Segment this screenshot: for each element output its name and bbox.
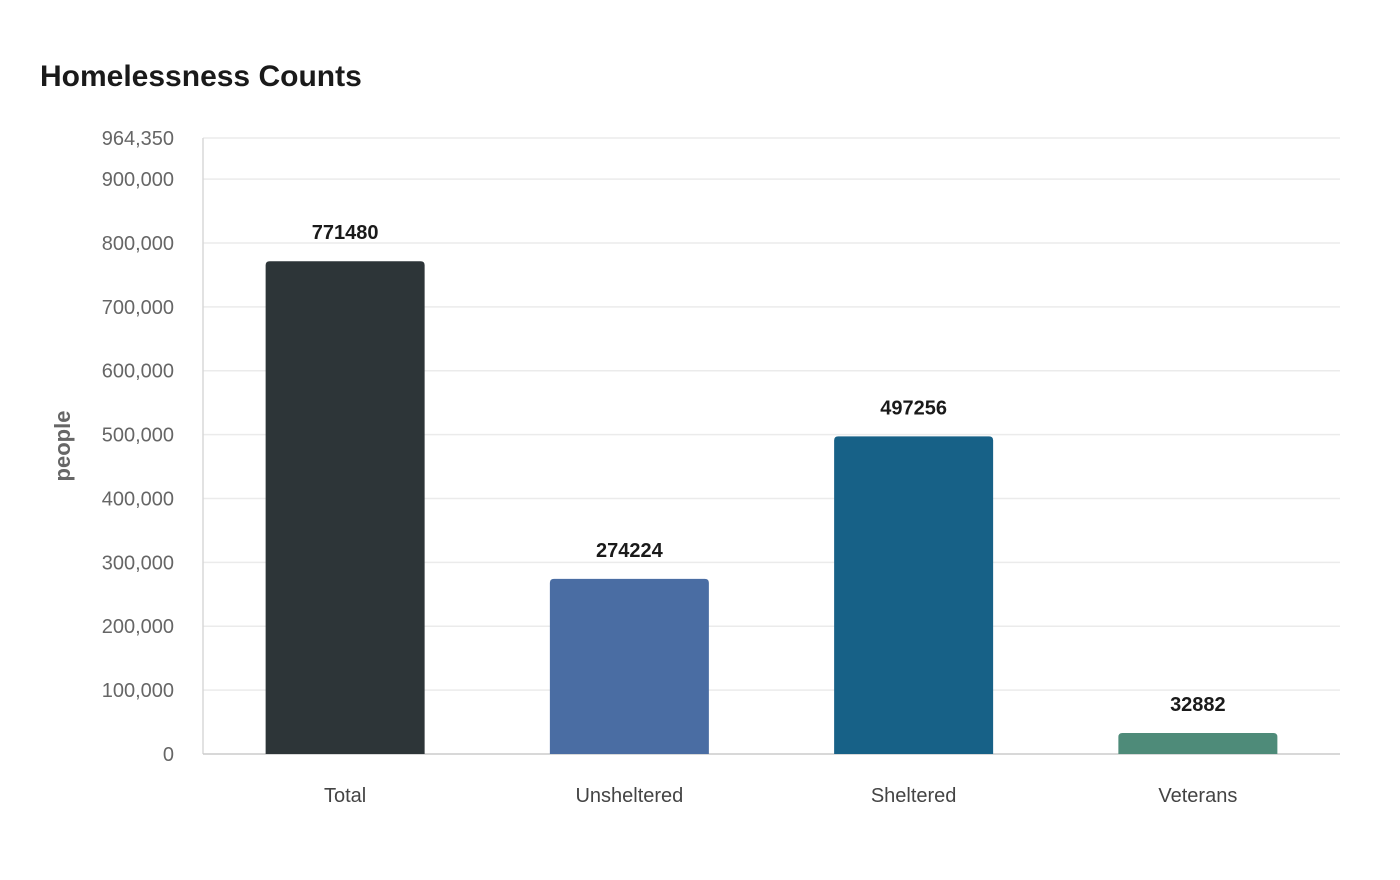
y-tick-label: 300,000 (102, 552, 174, 574)
y-tick-label: 800,000 (102, 233, 174, 255)
y-tick-label: 700,000 (102, 297, 174, 319)
bar-total (265, 261, 425, 754)
data-label-veterans: 32882 (1170, 694, 1226, 716)
y-tick-label: 100,000 (102, 680, 174, 702)
y-tick-label: 964,350 (102, 128, 174, 150)
y-tick-label: 200,000 (102, 616, 174, 638)
x-tick-label-unsheltered: Unsheltered (575, 785, 683, 807)
y-tick-label: 500,000 (102, 425, 174, 447)
data-label-total: 771480 (312, 222, 379, 244)
bar-sheltered (834, 436, 994, 754)
x-axis-labels: Total Unsheltered Sheltered Veterans (324, 785, 1237, 807)
bar-unsheltered (549, 578, 709, 754)
chart-title: Homelessness Counts (40, 60, 362, 93)
bar-veterans (1118, 732, 1278, 754)
x-tick-label-sheltered: Sheltered (871, 785, 957, 807)
x-tick-label-total: Total (324, 785, 366, 807)
data-label-sheltered: 497256 (880, 397, 947, 419)
bars: 771480 274224 497256 32882 (265, 222, 1278, 754)
y-axis-ticks: 0 100,000 200,000 300,000 400,000 500,000 600,… (102, 128, 174, 766)
y-tick-label: 0 (163, 744, 174, 766)
data-label-unsheltered: 274224 (596, 540, 664, 562)
y-tick-label: 400,000 (102, 488, 174, 510)
y-axis-title: people (50, 411, 75, 482)
x-tick-label-veterans: Veterans (1158, 785, 1237, 807)
y-tick-label: 900,000 (102, 169, 174, 191)
y-tick-label: 600,000 (102, 361, 174, 383)
